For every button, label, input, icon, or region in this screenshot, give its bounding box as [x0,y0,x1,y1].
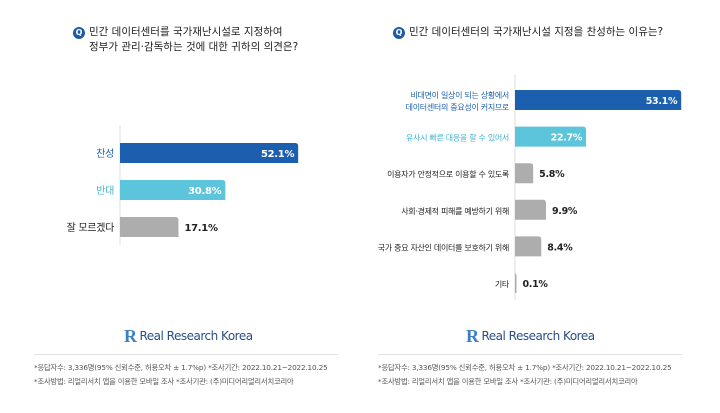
bar [515,236,542,257]
left-bar-chart: 52.1% 찬성 30.8% 반대 17.1% 잘 모르겠다 [67,125,299,245]
left-footnotes: *응답자수: 3,336명(95% 신뢰수준, 허용오차 ± 1.7%p) *조… [34,361,328,389]
left-chart-title: 민간 데이터센터를 국가재난시설로 지정하여 정부가 관리·감독하는 것에 대한… [89,25,298,55]
right-logo: R Real Research Korea [466,327,595,345]
right-footnotes: *응답자수: 3,336명(95% 신뢰수준, 허용오차 ± 1.7%p) *조… [378,361,672,389]
left-title-line-2: 정부가 관리·감독하는 것에 대한 귀하의 의견은? [89,41,299,53]
question-icon: Q [73,27,85,39]
bar [515,199,546,220]
bar [120,143,299,163]
left-title-line-1: 민간 데이터센터를 국가재난시설로 지정하여 [89,26,283,38]
value-label: 53.1% [646,96,678,107]
bar [515,126,587,147]
left-logo: R Real Research Korea [124,327,253,345]
category-label: 유사시 빠른 대응을 할 수 있어서 [406,133,509,143]
right-chart-title: 민간 데이터센터의 국가재난시설 지정을 찬성하는 이유는? [409,25,663,40]
category-label: 기타 [495,280,510,289]
bar [515,163,534,184]
value-label: 5.8% [539,169,565,180]
bar [513,273,517,293]
category-label: 데이터센터의 중요성이 커지므로 [406,102,509,112]
value-label: 52.1% [261,149,294,160]
category-label: 비대면이 일상이 되는 상황에서 [410,90,509,100]
logo-r-icon: R [124,326,137,346]
right-title-line-1: 민간 데이터센터의 국가재난시설 지정을 찬성하는 이유는? [409,26,664,38]
left-divider [34,354,338,355]
category-label: 반대 [96,185,114,197]
logo-text: Real Research Korea [481,329,596,343]
footnote-method: *조사방법: 리얼리서치 앱을 이용한 모바일 조사 *조사기관: (주)미디어… [34,377,294,386]
category-label: 잘 모르겠다 [67,222,114,234]
category-label: 찬성 [96,148,114,160]
value-label: 22.7% [551,133,583,144]
category-label: 사회·경제적 피해를 예방하기 위해 [401,206,509,216]
bar [515,90,682,110]
bar [120,217,179,237]
footnote-respondents: *응답자수: 3,336명(95% 신뢰수준, 허용오차 ± 1.7%p) *조… [34,363,328,372]
bar [120,180,226,200]
value-label: 8.4% [547,242,573,253]
value-label: 9.9% [552,206,578,217]
category-label: 이용자가 안정적으로 이용할 수 있도록 [387,169,509,179]
value-label: 17.1% [184,223,217,234]
footnote-method: *조사방법: 리얼리서치 앱을 이용한 모바일 조사 *조사기관: (주)미디어… [378,377,638,386]
logo-text: Real Research Korea [139,329,254,343]
logo-r-icon: R [466,326,479,346]
right-divider [378,354,682,355]
value-label: 30.8% [188,186,221,197]
category-label: 국가 중요 자산인 데이터를 보호하기 위해 [378,242,509,252]
question-icon: Q [393,27,405,39]
footnote-respondents: *응답자수: 3,336명(95% 신뢰수준, 허용오차 ± 1.7%p) *조… [378,363,672,372]
value-label: 0.1% [523,279,549,290]
